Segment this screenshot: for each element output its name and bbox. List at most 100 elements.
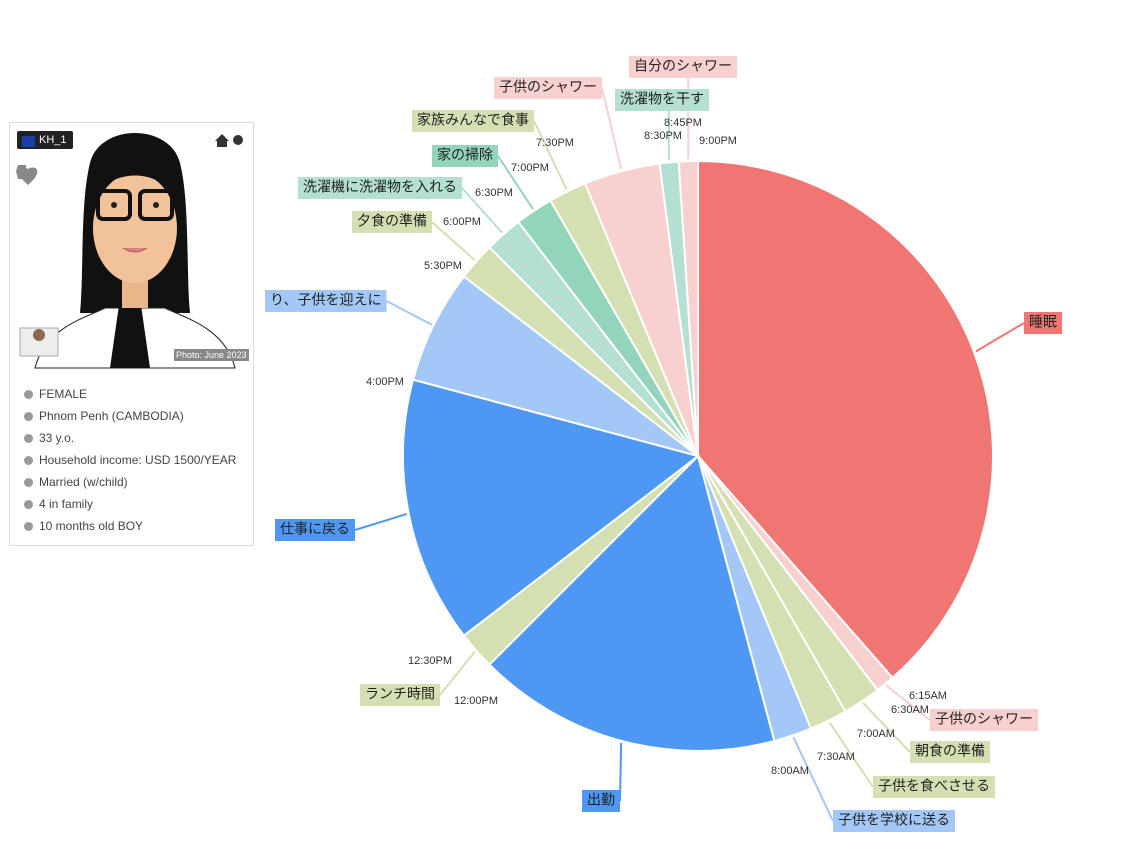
time-label: 6:30PM <box>475 187 513 199</box>
detail-icon <box>24 455 33 465</box>
slice-label: 仕事に戻る <box>280 521 350 537</box>
slice-label: 自分のシャワー <box>634 58 732 74</box>
leader-line <box>439 651 476 696</box>
avatar <box>16 133 243 369</box>
time-label: 12:30PM <box>408 655 452 667</box>
label-box <box>494 77 602 99</box>
label-box <box>582 790 620 812</box>
time-label: 7:00AM <box>857 728 895 740</box>
detail-text: Household income: USD 1500/YEAR <box>39 453 237 467</box>
time-label: 12:00PM <box>454 695 498 707</box>
detail-icon <box>24 477 33 487</box>
label-box <box>629 56 737 78</box>
slice-label: 家の掃除 <box>437 147 493 163</box>
label-box <box>930 709 1038 731</box>
time-label: 7:00PM <box>511 162 549 174</box>
slice-label: 子供のシャワー <box>935 711 1033 727</box>
label-box <box>873 776 995 798</box>
label-box <box>833 810 955 832</box>
slice-label: 子供を食べさせる <box>878 778 990 794</box>
leader-line <box>792 736 834 822</box>
detail-row: FEMALE <box>24 383 236 405</box>
label-box <box>265 290 387 312</box>
detail-text: Married (w/child) <box>39 475 128 489</box>
slice-label: ランチ時間 <box>365 686 435 702</box>
slices <box>402 159 994 752</box>
detail-icon <box>24 411 33 421</box>
slice-label: 朝食の準備 <box>915 743 985 759</box>
slice-label: 出勤 <box>587 792 615 808</box>
label-box <box>360 684 440 706</box>
pie-slice <box>487 454 776 752</box>
label-box <box>910 741 990 763</box>
favorite-icon[interactable] <box>18 167 38 185</box>
leader-line <box>601 87 623 170</box>
slice-label: り、子供を迎えに <box>270 292 381 308</box>
detail-icon <box>24 389 33 399</box>
settings-icon[interactable] <box>233 135 243 145</box>
time-label: 8:45PM <box>664 117 702 129</box>
detail-icon <box>24 499 33 509</box>
detail-icon <box>24 433 33 443</box>
detail-row: 10 months old BOY <box>24 515 236 537</box>
leader-line <box>975 322 1025 353</box>
label-box <box>1024 312 1062 334</box>
profile-details: FEMALE Phnom Penh (CAMBODIA) 33 y.o. Househ… <box>24 383 236 537</box>
pie-slice <box>697 159 994 680</box>
leader-line <box>862 702 911 753</box>
time-label: 7:30PM <box>536 137 574 149</box>
time-label: 6:15AM <box>909 690 947 702</box>
home-icon[interactable] <box>215 134 229 147</box>
detail-text: 33 y.o. <box>39 431 75 445</box>
detail-row: Phnom Penh (CAMBODIA) <box>24 405 236 427</box>
slice-label: 洗濯機に洗濯物を入れる <box>303 179 457 195</box>
time-label: 9:00PM <box>699 135 737 147</box>
flag <box>22 136 35 147</box>
label-box <box>352 211 432 233</box>
slice-label: 家族みんなで食事 <box>417 112 529 128</box>
detail-row: 33 y.o. <box>24 427 236 449</box>
leader-line <box>431 221 476 261</box>
profile-id: KH_1 <box>39 134 67 146</box>
pie-slice <box>402 378 701 637</box>
time-label: 6:30AM <box>891 704 929 716</box>
slice-label: 洗濯物を干す <box>620 91 704 107</box>
profile-card: KH_1 Photo: June 2023 FEMALE Phnom Penh (… <box>9 122 254 546</box>
detail-icon <box>24 521 33 531</box>
time-label: 8:00AM <box>771 765 809 777</box>
leader-line <box>354 512 408 531</box>
pie-slice <box>677 159 699 457</box>
label-box <box>412 110 534 132</box>
slice-label: 子供を学校に送る <box>838 812 950 828</box>
time-label: 7:30AM <box>817 751 855 763</box>
time-label: 5:30PM <box>424 260 462 272</box>
labels: 睡眠 9:00PM 子供のシャワー 6:15AM 朝食の準備 6:30AM 子供を食べさせる… <box>265 56 1062 832</box>
time-label: 6:00PM <box>443 216 481 228</box>
leader-line <box>828 721 874 788</box>
leader-line <box>533 120 568 191</box>
detail-text: 4 in family <box>39 497 94 511</box>
time-label: 8:30PM <box>644 130 682 142</box>
id-badge: KH_1 <box>17 131 73 149</box>
slice-label: 子供のシャワー <box>499 79 597 95</box>
leader-line <box>619 742 623 802</box>
leader-line <box>497 155 534 210</box>
slice-label: 睡眠 <box>1029 314 1057 330</box>
leader-line <box>461 187 503 234</box>
detail-row: Household income: USD 1500/YEAR <box>24 449 236 471</box>
pie-slice <box>411 275 699 457</box>
slice-label: 夕食の準備 <box>357 213 427 229</box>
leader-line <box>385 300 433 326</box>
detail-text: Phnom Penh (CAMBODIA) <box>39 409 184 423</box>
label-box <box>615 89 709 111</box>
label-box <box>432 145 498 167</box>
detail-row: 4 in family <box>24 493 236 515</box>
leader-line <box>885 684 931 721</box>
detail-text: FEMALE <box>39 387 88 401</box>
label-box <box>275 519 355 541</box>
label-box <box>298 177 462 199</box>
photo-caption: Photo: June 2023 <box>174 349 249 361</box>
detail-text: 10 months old BOY <box>39 519 144 533</box>
